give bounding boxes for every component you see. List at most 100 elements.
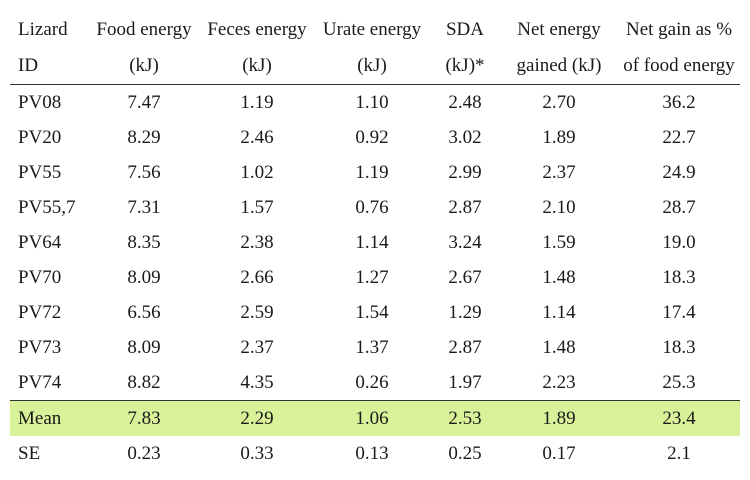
header-id: ID [10,48,88,85]
cell-net-gain: 28.7 [662,196,696,218]
cell-food-energy: 8.82 [127,371,161,393]
cell-feces-energy: 1.19 [240,91,274,113]
cell-mean-food-energy: 7.83 [88,400,200,436]
cell-food-energy: 7.31 [127,196,161,218]
cell-sda: 1.97 [448,371,482,393]
cell-urate-energy: 1.37 [355,336,389,358]
cell-net-energy: 2.23 [542,371,576,393]
cell-urate-energy: 0.76 [355,196,389,218]
cell-feces-energy: 1.02 [240,161,274,183]
cell-food-energy: 7.56 [127,161,161,183]
cell-urate-energy: 1.27 [355,266,389,288]
table-row: PV08 7.47 1.19 1.10 2.48 2.70 36.2 [10,85,740,121]
cell-feces-energy: 1.57 [240,196,274,218]
cell-feces-energy: 2.59 [240,301,274,323]
cell-net-gain: 36.2 [662,91,696,113]
table-row: PV55 7.56 1.02 1.19 2.99 2.37 24.9 [10,155,740,190]
cell-urate-energy: 1.19 [355,161,389,183]
se-row: SE 0.23 0.33 0.13 0.25 0.17 2.1 [10,436,740,471]
header-net-gain: Net gain as % [625,19,733,40]
cell-feces-energy: 2.46 [240,126,274,148]
cell-food-energy: 8.35 [127,231,161,253]
mean-row: Mean 7.83 2.29 1.06 2.53 1.89 23.4 [10,400,740,436]
cell-se-food-energy: 0.23 [127,442,161,464]
table-row: PV74 8.82 4.35 0.26 1.97 2.23 25.3 [10,365,740,401]
cell-sda: 2.87 [448,196,482,218]
cell-mean-net-energy: 1.89 [500,400,618,436]
cell-feces-energy: 2.38 [240,231,274,253]
cell-urate-energy: 1.14 [355,231,389,253]
cell-sda: 2.48 [448,91,482,113]
cell-urate-energy: 0.92 [355,126,389,148]
cell-lizard-id: PV20 [18,126,62,148]
cell-sda: 2.87 [448,336,482,358]
table-row: PV20 8.29 2.46 0.92 3.02 1.89 22.7 [10,120,740,155]
header-net-energy: Net energy [517,19,601,40]
cell-food-energy: 8.09 [127,336,161,358]
cell-net-gain: 18.3 [662,266,696,288]
cell-sda: 1.29 [448,301,482,323]
cell-se-label: SE [18,442,41,464]
table-row: PV73 8.09 2.37 1.37 2.87 1.48 18.3 [10,330,740,365]
table-header: Lizard Food energy Feces energy Urate en… [10,12,740,85]
table-row: PV70 8.09 2.66 1.27 2.67 1.48 18.3 [10,260,740,295]
cell-se-net-gain: 2.1 [667,442,691,464]
header-row-2: ID (kJ) (kJ) (kJ) (kJ)* gained (kJ) of f… [10,48,740,85]
cell-se-sda: 0.25 [448,442,482,464]
cell-net-energy: 2.10 [542,196,576,218]
table-row: PV72 6.56 2.59 1.54 1.29 1.14 17.4 [10,295,740,330]
cell-sda: 3.02 [448,126,482,148]
cell-mean-net-gain: 23.4 [618,400,740,436]
cell-se-urate-energy: 0.13 [355,442,389,464]
cell-net-energy: 1.89 [542,126,576,148]
energy-budget-table: Lizard Food energy Feces energy Urate en… [10,12,740,471]
cell-mean-label: Mean [10,400,88,436]
cell-urate-energy: 1.54 [355,301,389,323]
cell-lizard-id: PV55 [18,161,62,183]
cell-sda: 2.99 [448,161,482,183]
header-urate-unit: (kJ) [314,48,430,85]
cell-se-feces-energy: 0.33 [240,442,274,464]
cell-feces-energy: 2.37 [240,336,274,358]
cell-lizard-id: PV64 [18,231,62,253]
cell-net-energy: 1.48 [542,336,576,358]
header-sda-unit: (kJ)* [430,48,500,85]
table-row: PV64 8.35 2.38 1.14 3.24 1.59 19.0 [10,225,740,260]
cell-net-gain: 19.0 [662,231,696,253]
cell-lizard-id: PV70 [18,266,62,288]
cell-food-energy: 8.29 [127,126,161,148]
header-sda: SDA [445,19,484,40]
cell-net-energy: 1.48 [542,266,576,288]
header-food-unit: (kJ) [88,48,200,85]
cell-net-energy: 1.14 [542,301,576,323]
header-lizard: Lizard [18,19,68,40]
header-feces-unit: (kJ) [200,48,314,85]
header-urate-energy: Urate energy [322,19,422,40]
cell-mean-feces-energy: 2.29 [200,400,314,436]
cell-lizard-id: PV72 [18,301,62,323]
cell-net-gain: 18.3 [662,336,696,358]
cell-net-gain: 24.9 [662,161,696,183]
cell-se-net-energy: 0.17 [542,442,576,464]
cell-feces-energy: 4.35 [240,371,274,393]
table-body: PV08 7.47 1.19 1.10 2.48 2.70 36.2 PV20 … [10,85,740,472]
cell-food-energy: 6.56 [127,301,161,323]
header-net-energy-unit: gained (kJ) [500,48,618,85]
cell-net-energy: 2.37 [542,161,576,183]
header-feces-energy: Feces energy [207,19,307,40]
header-row-1: Lizard Food energy Feces energy Urate en… [10,12,740,48]
cell-mean-urate-energy: 1.06 [314,400,430,436]
cell-sda: 3.24 [448,231,482,253]
cell-net-gain: 25.3 [662,371,696,393]
cell-feces-energy: 2.66 [240,266,274,288]
cell-net-energy: 1.59 [542,231,576,253]
header-food-energy: Food energy [96,19,192,40]
table-row: PV55,7 7.31 1.57 0.76 2.87 2.10 28.7 [10,190,740,225]
cell-lizard-id: PV73 [18,336,62,358]
cell-lizard-id: PV08 [18,91,62,113]
cell-food-energy: 8.09 [127,266,161,288]
cell-net-gain: 17.4 [662,301,696,323]
cell-urate-energy: 1.10 [355,91,389,113]
cell-lizard-id: PV74 [18,371,62,393]
cell-sda: 2.67 [448,266,482,288]
